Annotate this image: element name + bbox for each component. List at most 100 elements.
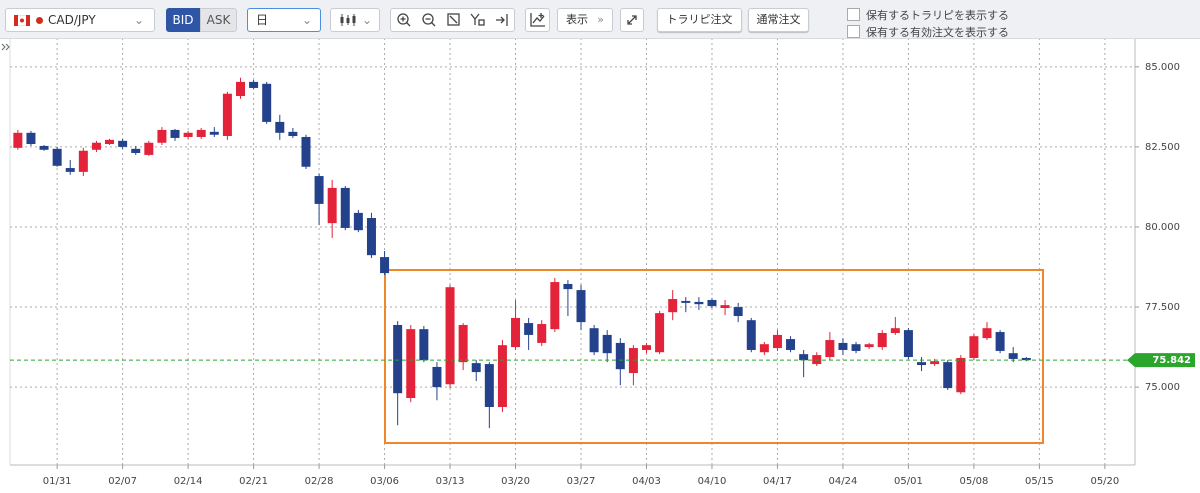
- x-tick-label: 04/24: [829, 476, 858, 487]
- candle-body: [183, 132, 193, 137]
- candle-body: [471, 363, 481, 373]
- pair-select[interactable]: CAD/JPY ⌄: [5, 8, 155, 32]
- candle-body: [772, 334, 782, 349]
- candle-body: [301, 136, 311, 167]
- candle-body: [602, 334, 612, 354]
- period-label: 日: [256, 13, 269, 27]
- x-tick-label: 02/14: [174, 476, 203, 487]
- ask-button[interactable]: ASK: [200, 8, 237, 32]
- candle-body: [432, 366, 442, 388]
- candle-body: [105, 139, 115, 145]
- x-tick-label: 04/10: [698, 476, 727, 487]
- candle-body: [746, 320, 756, 350]
- candle-body: [812, 355, 822, 365]
- candle-body: [91, 142, 101, 150]
- candle-body: [380, 257, 390, 274]
- x-tick-label: 04/17: [763, 476, 792, 487]
- y-tick-label: 85.000: [1145, 62, 1180, 73]
- zoom-icons: [397, 13, 508, 27]
- expand-button[interactable]: [620, 8, 644, 32]
- candle-body: [288, 131, 298, 137]
- candle-body: [314, 176, 324, 204]
- chart-bg: [0, 39, 1200, 493]
- candle-body: [576, 290, 586, 323]
- y-tick-label: 82.500: [1145, 142, 1180, 153]
- grid: 75.000 77.500 80.000 82.500 85.000 01/31 02/07…: [10, 38, 1180, 487]
- candle-body: [930, 361, 940, 365]
- x-tick-label: 05/20: [1090, 476, 1119, 487]
- indicator-button[interactable]: [525, 8, 550, 32]
- x-tick-label: 02/21: [239, 476, 268, 487]
- candle-body: [733, 307, 743, 317]
- candle-body: [864, 344, 874, 348]
- checkbox[interactable]: [847, 25, 860, 38]
- candle-body: [393, 324, 403, 394]
- candles: 75.842: [10, 77, 1195, 429]
- candle-body: [458, 324, 468, 363]
- candle-body: [419, 329, 429, 361]
- candle-body: [890, 328, 900, 333]
- last-price-tag: [1127, 353, 1195, 368]
- x-tick-label: 04/03: [632, 476, 661, 487]
- x-tick-label: 02/07: [108, 476, 137, 487]
- candle-body: [851, 344, 861, 351]
- candle-body: [825, 340, 835, 358]
- x-tick-label: 05/15: [1025, 476, 1054, 487]
- collapse-icon: [1, 43, 10, 51]
- candle-body: [838, 342, 848, 350]
- period-select[interactable]: 日 ⌄: [247, 8, 321, 32]
- chevron: ⌄: [301, 13, 312, 27]
- trarip-order-button[interactable]: トラリピ注文: [657, 8, 742, 32]
- candle-body: [655, 313, 665, 353]
- toolbar: CAD/JPY ⌄ BID ASK 日 ⌄ ⌄ 表示» トラリピ注文 通常注文 保…: [0, 0, 1200, 39]
- candle-body: [262, 83, 272, 122]
- candle-body: [209, 131, 219, 135]
- indicator-icon: [530, 13, 545, 27]
- candle-body: [26, 132, 36, 145]
- candle-body: [157, 129, 167, 143]
- chevron: ⌄: [361, 13, 372, 27]
- expand-icon: [627, 15, 637, 25]
- candle-body: [222, 93, 232, 137]
- checkbox-label: 保有する有効注文を表示する: [866, 26, 1009, 39]
- candle-body: [327, 187, 337, 224]
- x-tick-label: 03/13: [436, 476, 465, 487]
- x-tick-label: 02/28: [305, 476, 334, 487]
- candle-body: [615, 342, 625, 370]
- candle-body: [524, 323, 534, 335]
- last-price-label: 75.842: [1152, 355, 1191, 366]
- display-button[interactable]: 表示 »: [557, 8, 613, 32]
- candle-body: [563, 283, 573, 290]
- candle-body: [1008, 353, 1018, 359]
- chart-type-button[interactable]: ⌄: [330, 8, 380, 32]
- x-tick-label: 01/31: [43, 476, 72, 487]
- chevron: ⌄: [133, 13, 144, 27]
- candle-body: [537, 324, 547, 343]
- flag: [14, 15, 30, 26]
- display-label: 表示: [566, 13, 588, 26]
- candle-body: [118, 140, 128, 147]
- candle-body: [1021, 357, 1031, 361]
- candle-body: [550, 282, 560, 330]
- candle-body: [144, 142, 154, 155]
- candle-body: [969, 336, 979, 358]
- candle-body: [484, 364, 494, 407]
- y-tick-label: 75.000: [1145, 382, 1180, 393]
- normal-order-button[interactable]: 通常注文: [748, 8, 809, 32]
- candle-body: [78, 150, 88, 172]
- y-tick-label: 80.000: [1145, 222, 1180, 233]
- candle-body: [694, 301, 704, 305]
- candle-body: [249, 81, 259, 88]
- zoom-tools: [390, 8, 515, 32]
- candle-body: [786, 339, 796, 350]
- chevron: »: [597, 13, 604, 26]
- checkbox[interactable]: [847, 8, 860, 21]
- candle-body: [13, 132, 23, 148]
- x-tick-label: 05/08: [959, 476, 988, 487]
- candle-body: [943, 362, 953, 389]
- candle-body: [366, 218, 376, 256]
- bid-button[interactable]: BID: [166, 8, 200, 32]
- candle-body: [668, 299, 678, 313]
- x-tick-label: 03/06: [370, 476, 399, 487]
- candle-body: [275, 121, 285, 133]
